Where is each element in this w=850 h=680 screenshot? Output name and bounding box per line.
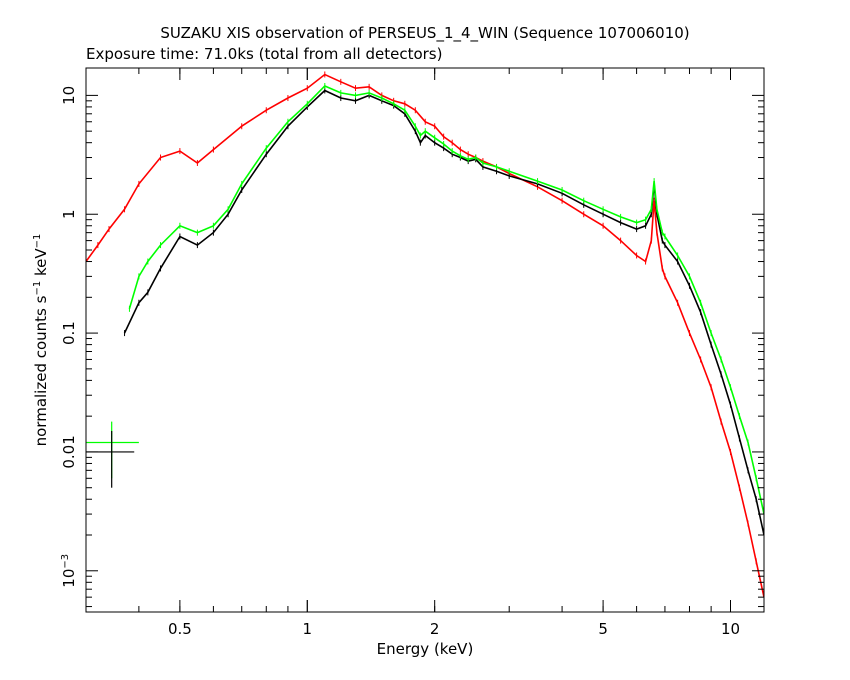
- y-axis-label-exp2: −1: [32, 234, 43, 249]
- y-axis-label: normalized counts s−1 keV−1: [32, 234, 50, 447]
- error-bar-2: [86, 431, 135, 488]
- series-points-2: [124, 87, 764, 539]
- series-points-3: [128, 82, 764, 518]
- y-tick-label: 0.01: [60, 435, 78, 468]
- x-tick-label: 2: [430, 620, 440, 638]
- y-axis-label-exp1: −1: [32, 281, 43, 296]
- series-layer: [86, 71, 764, 601]
- annotation-layer: [86, 421, 139, 488]
- x-tick-label: 0.5: [168, 620, 192, 638]
- x-tick-label: 5: [598, 620, 608, 638]
- chart-subtitle: Exposure time: 71.0ks (total from all de…: [86, 45, 442, 63]
- y-tick-label: 0.1: [60, 321, 78, 345]
- series-points-1: [86, 71, 764, 601]
- x-axis-label: Energy (keV): [377, 640, 474, 658]
- x-tick-label: 10: [721, 620, 740, 638]
- plot-frame: [85, 67, 765, 613]
- chart-title: SUZAKU XIS observation of PERSEUS_1_4_WI…: [160, 24, 689, 43]
- y-tick-label: 10−3: [60, 554, 78, 588]
- y-axis-label-main: normalized counts s: [32, 295, 50, 446]
- y-tick-label: 1: [60, 209, 78, 219]
- x-tick-label: 1: [303, 620, 313, 638]
- series-line-2: [123, 89, 764, 536]
- y-tick-label: 10: [60, 86, 78, 105]
- error-bar-1: [86, 421, 139, 479]
- series-line-1: [86, 73, 764, 598]
- y-axis-label-mid: keV: [32, 248, 50, 281]
- tick-layer: 0.5 1 2 5 10 10 1 0.1 0.01 10−3: [60, 68, 764, 638]
